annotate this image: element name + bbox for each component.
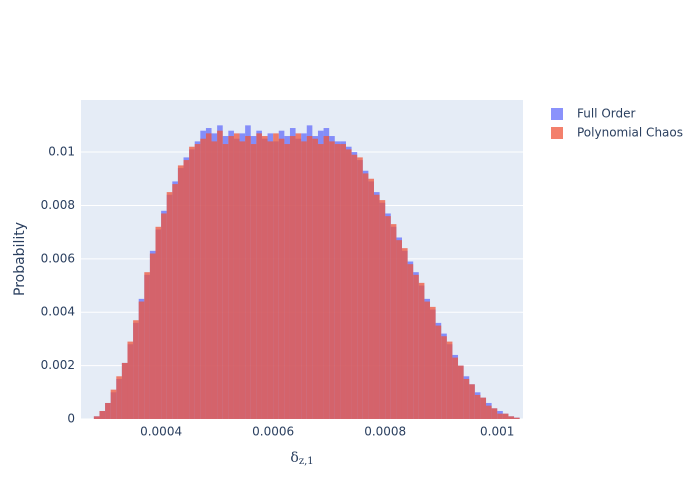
histogram-bar — [189, 146, 195, 419]
histogram-bar — [435, 325, 442, 419]
histogram-bar — [127, 341, 134, 419]
histogram-bar — [256, 133, 262, 419]
y-tick-label: 0.004 — [41, 305, 75, 319]
histogram-bar — [155, 226, 162, 419]
histogram-bar — [177, 165, 184, 419]
x-axis-title: δz,1 — [290, 450, 313, 467]
y-tick-label: 0.008 — [41, 198, 75, 212]
legend-label: Polynomial Chaos — [577, 126, 683, 140]
histogram-bar — [105, 402, 111, 419]
x-axis-title-sub: z,1 — [299, 456, 314, 467]
histogram-bar — [222, 144, 229, 419]
histogram-bar — [362, 173, 369, 419]
histogram-bar — [334, 144, 341, 419]
histogram-bar — [110, 389, 117, 419]
histogram-bar — [458, 365, 464, 419]
y-tick-label: 0.006 — [41, 251, 75, 265]
histogram-bar — [205, 133, 212, 419]
x-axis-title-main: δ — [290, 450, 298, 466]
histogram-bar — [323, 136, 330, 419]
histogram-bar — [413, 274, 419, 419]
histogram-bar — [329, 141, 335, 419]
histogram-bar — [452, 357, 459, 419]
y-tick-label: 0.002 — [41, 358, 75, 372]
histogram-bar — [233, 133, 240, 419]
histogram-bar — [144, 272, 150, 419]
histogram-bar — [474, 394, 481, 419]
histogram-bar — [250, 144, 257, 419]
histogram-bar — [183, 160, 190, 420]
histogram-bar — [514, 417, 520, 419]
legend-label: Full Order — [577, 107, 636, 121]
histogram-bar — [407, 264, 414, 419]
histogram-bar — [194, 144, 201, 419]
histogram-bar — [161, 213, 167, 419]
legend-swatch — [551, 108, 563, 120]
histogram-bar — [508, 416, 515, 419]
histogram-bar — [200, 138, 206, 420]
histogram-bar — [486, 405, 492, 419]
histogram-bar — [228, 136, 234, 419]
histogram-bar — [261, 136, 268, 419]
legend-swatch — [551, 127, 563, 139]
histogram-bar — [345, 149, 352, 419]
histogram-bar — [217, 130, 223, 420]
histogram-bar — [317, 144, 324, 419]
histogram-bar — [418, 282, 425, 419]
histogram-bar — [289, 136, 296, 419]
histogram-bar — [357, 157, 363, 419]
histogram-bar — [312, 138, 318, 420]
x-tick-label: 0.0004 — [140, 425, 182, 439]
histogram-bar — [166, 192, 173, 419]
x-tick-label: 0.0006 — [252, 425, 294, 439]
y-tick-label: 0 — [67, 412, 75, 426]
histogram-bar — [284, 144, 290, 419]
histogram-bar — [306, 136, 313, 419]
histogram-bar — [239, 141, 246, 419]
histogram-bar — [446, 341, 453, 419]
histogram-bar — [469, 384, 475, 419]
histogram-bar — [502, 413, 509, 419]
histogram-bar — [273, 133, 279, 419]
histogram-bar — [430, 306, 436, 419]
histogram-bar — [138, 301, 145, 419]
histogram-bar — [211, 141, 218, 419]
histogram-bar — [368, 178, 374, 419]
histogram-bar — [390, 224, 397, 419]
histogram-bar — [491, 408, 498, 419]
histogram-bar — [116, 376, 122, 419]
histogram-bar — [149, 253, 156, 419]
histogram-bar — [463, 378, 470, 419]
histogram-bar — [245, 136, 251, 419]
histogram-bar — [379, 200, 386, 419]
histogram-bar — [301, 141, 307, 419]
histogram-bar — [497, 413, 503, 419]
histogram-bar — [385, 216, 391, 419]
histogram-bar — [480, 397, 487, 419]
y-axis-title: Probability — [12, 222, 28, 296]
histogram-bar — [278, 138, 285, 420]
histogram-bar — [295, 133, 302, 419]
histogram-bar — [99, 410, 106, 419]
histogram-bar — [267, 141, 274, 419]
histogram-bar — [441, 336, 447, 419]
histogram-bar — [396, 240, 402, 419]
histogram-bar — [401, 248, 408, 419]
histogram-bar — [172, 184, 178, 419]
histogram-bar — [133, 320, 139, 419]
histogram-bar — [424, 301, 431, 419]
x-tick-label: 0.0008 — [364, 425, 406, 439]
y-tick-label: 0.01 — [48, 145, 75, 159]
histogram-bar — [121, 362, 128, 419]
histogram-bar — [373, 194, 380, 419]
histogram-bar — [93, 416, 100, 419]
histogram-bar — [340, 144, 346, 419]
histogram-bar — [351, 154, 358, 419]
x-tick-label: 0.001 — [480, 425, 514, 439]
